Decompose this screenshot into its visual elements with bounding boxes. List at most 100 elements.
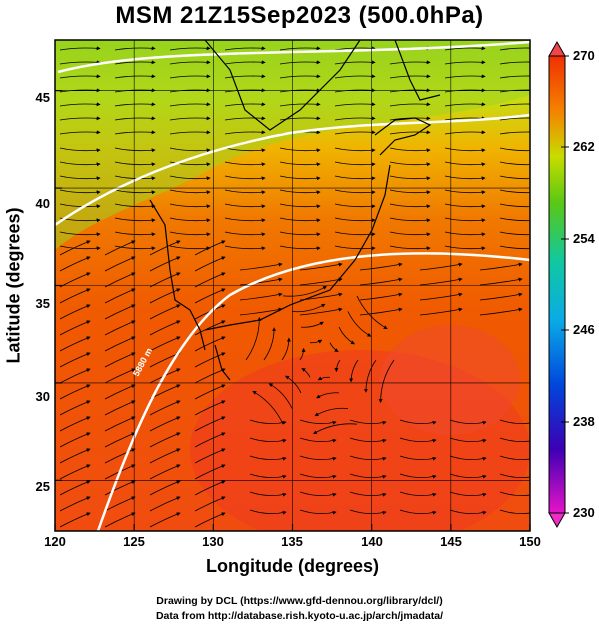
streamline <box>444 88 486 93</box>
streamline <box>499 175 530 180</box>
streamline <box>59 288 91 304</box>
streamline <box>224 189 266 195</box>
streamline <box>149 400 181 416</box>
streamline <box>194 496 226 512</box>
streamline <box>169 130 211 135</box>
streamline <box>314 407 349 417</box>
streamline <box>449 455 487 461</box>
streamline <box>169 46 211 51</box>
x-tick-label: 145 <box>440 534 462 549</box>
streamline <box>169 203 211 209</box>
streamline <box>449 491 487 497</box>
streamline <box>449 419 487 425</box>
streamline <box>349 509 387 515</box>
streamline <box>499 509 530 514</box>
streamline <box>194 336 226 352</box>
streamline <box>279 245 321 251</box>
streamline <box>279 88 321 93</box>
streamline <box>334 175 376 181</box>
credit-data: Data from http://database.rish.kyoto-u.a… <box>155 610 444 622</box>
streamline <box>299 262 343 271</box>
streamline <box>104 480 136 496</box>
streamline <box>104 320 136 336</box>
streamline <box>334 189 376 195</box>
streamline <box>59 231 101 237</box>
streamline <box>363 359 377 393</box>
streamline <box>149 288 181 304</box>
streamline <box>59 448 91 464</box>
streamline <box>59 384 91 400</box>
streamline <box>149 304 181 320</box>
streamline <box>300 321 324 328</box>
streamline <box>59 245 101 251</box>
streamline <box>279 175 321 181</box>
streamline <box>444 231 486 237</box>
streamline <box>359 292 403 301</box>
x-axis-label: Longitude (degrees) <box>205 556 379 576</box>
streamline <box>399 509 437 515</box>
streamline <box>279 102 321 107</box>
streamline <box>499 61 530 65</box>
streamline <box>389 231 431 237</box>
streamline <box>104 256 136 272</box>
streamline <box>194 400 226 416</box>
streamline <box>169 74 211 79</box>
streamline <box>399 455 437 461</box>
streamline <box>389 102 431 107</box>
streamline <box>279 74 321 79</box>
streamline <box>349 359 359 383</box>
streamline <box>59 130 101 135</box>
streamline <box>359 307 403 316</box>
streamline <box>224 147 266 153</box>
streamline <box>224 116 266 121</box>
streamline <box>279 189 321 195</box>
streamline <box>301 368 311 378</box>
streamline <box>499 455 530 460</box>
streamline <box>249 437 287 443</box>
streamline <box>59 240 91 256</box>
streamline <box>169 161 211 167</box>
streamline <box>59 480 91 496</box>
streamline <box>104 512 136 528</box>
streamline <box>299 491 337 497</box>
y-tick-label: 30 <box>35 389 50 404</box>
streamline <box>59 512 91 528</box>
streamline <box>59 189 101 195</box>
streamline <box>104 240 136 256</box>
streamline <box>282 285 327 297</box>
streamline <box>499 47 530 51</box>
streamline <box>149 448 181 464</box>
x-tick-label: 140 <box>361 534 383 549</box>
streamline <box>169 175 211 181</box>
streamline <box>479 262 523 271</box>
streamline <box>252 390 284 425</box>
streamline <box>334 116 376 121</box>
streamline <box>194 256 226 272</box>
streamline <box>59 147 101 153</box>
streamline <box>279 60 321 65</box>
streamline <box>249 473 287 479</box>
credit-drawing: Drawing by DCL (https://www.gfd-dennou.o… <box>156 595 443 607</box>
colorbar-tick-label: 230 <box>573 505 595 520</box>
streamline <box>224 102 266 107</box>
streamline <box>149 496 181 512</box>
streamline <box>334 245 376 251</box>
streamline <box>279 116 321 121</box>
streamline <box>224 88 266 93</box>
streamline <box>104 416 136 432</box>
streamline <box>59 496 91 512</box>
streamline <box>378 359 395 404</box>
streamline <box>299 473 337 479</box>
streamline <box>389 217 431 223</box>
streamline <box>419 262 463 271</box>
streamline <box>104 400 136 416</box>
streamline <box>224 175 266 181</box>
streamline <box>169 147 211 153</box>
streamline <box>194 512 226 528</box>
streamline <box>149 320 181 336</box>
streamline <box>499 217 530 222</box>
streamline <box>149 256 181 272</box>
streamline <box>104 288 136 304</box>
streamline <box>389 60 431 65</box>
